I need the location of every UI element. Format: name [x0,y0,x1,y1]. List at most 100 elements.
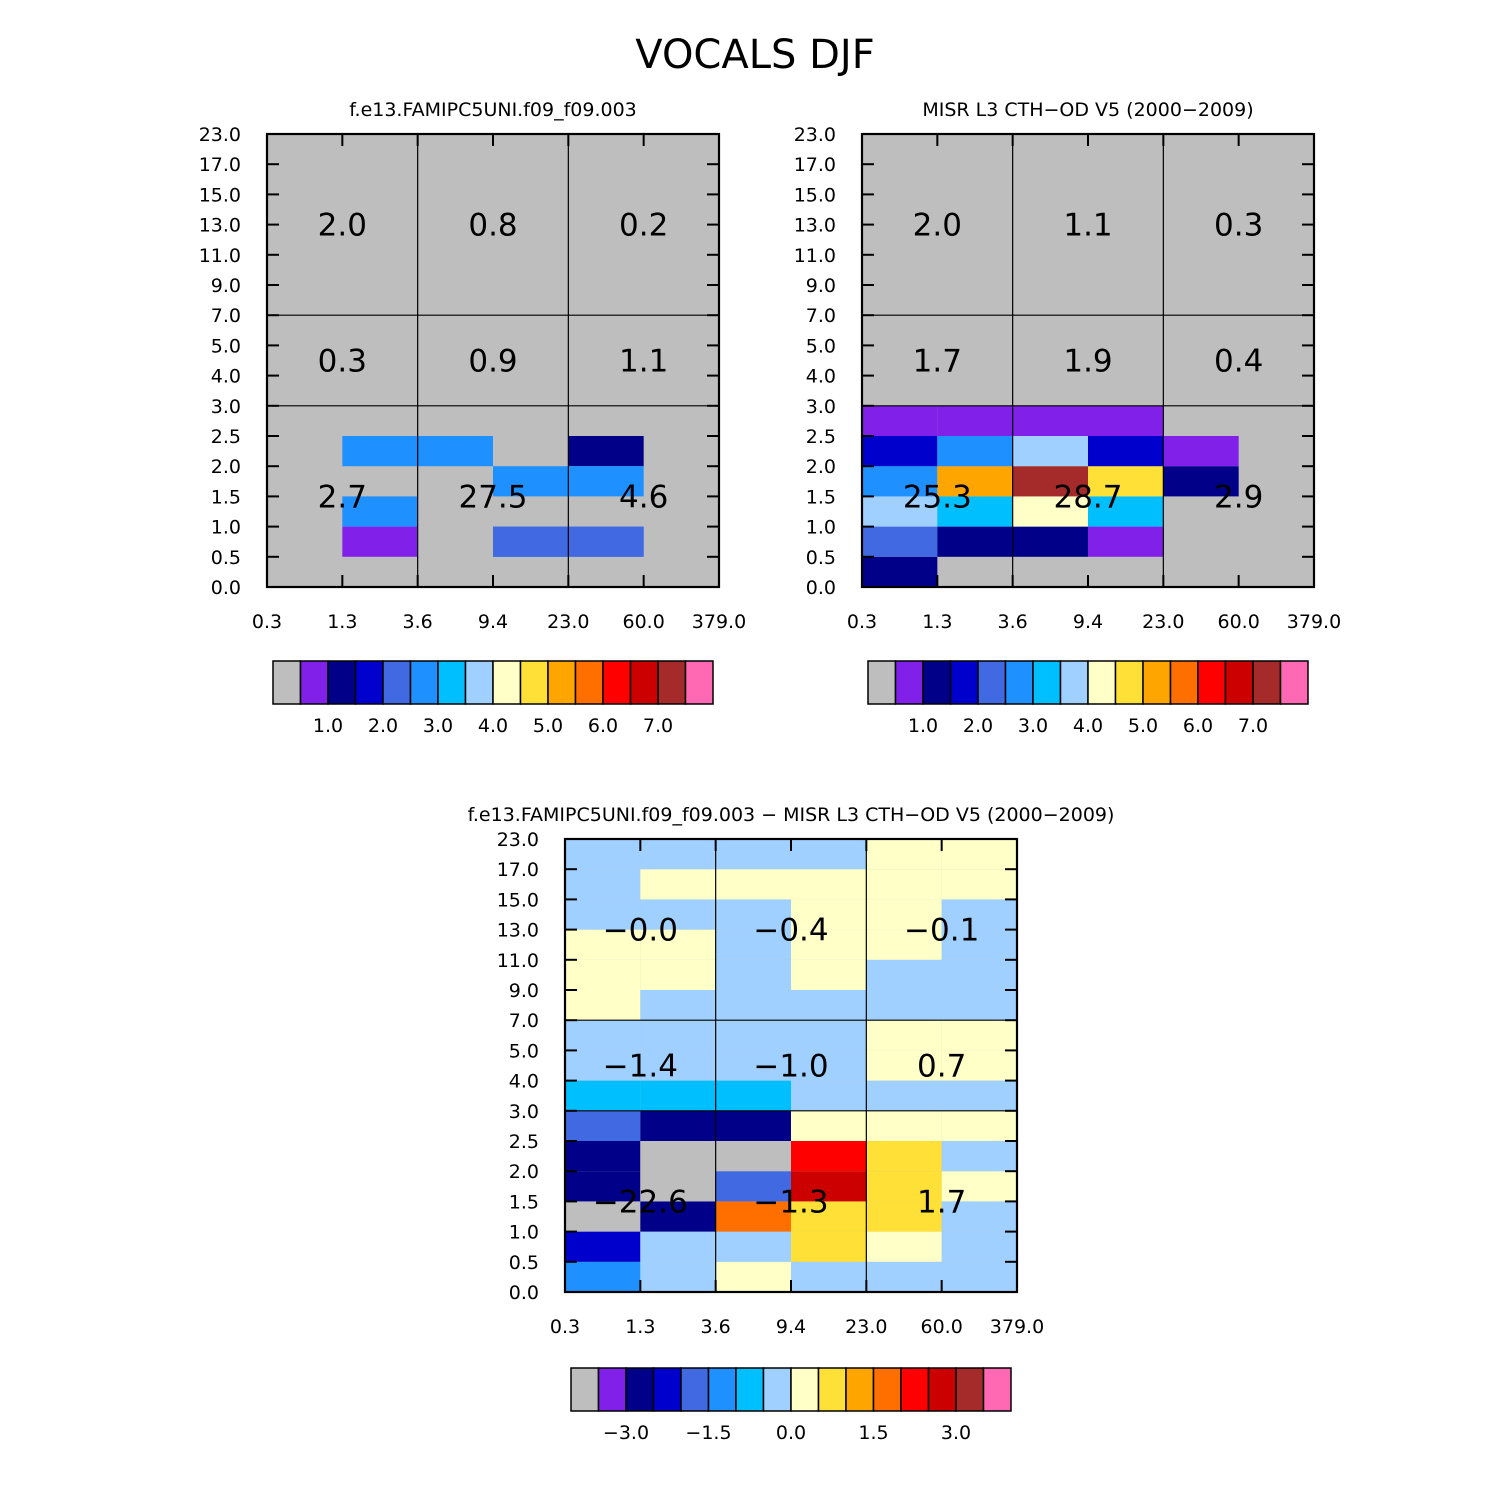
difference-cell [866,1110,942,1141]
colorbar-swatch [464,660,494,705]
region-value: 1.1 [1063,208,1112,244]
y-tick-label: 23.0 [497,829,539,851]
y-tick-label: 15.0 [794,184,836,206]
x-tick-label: 23.0 [547,611,589,633]
difference-cell [640,959,716,990]
difference-cell [941,839,1017,870]
region-value: 0.4 [1214,344,1263,380]
difference-cell [941,1261,1017,1292]
colorbar-swatch [927,1367,957,1412]
histogram-cell [937,436,1013,467]
difference-cell [941,1141,1017,1172]
difference-cell [941,1080,1017,1111]
x-tick-label: 379.0 [990,1316,1044,1338]
difference-cell [791,839,867,870]
histogram-cell [862,556,938,587]
colorbar-swatch [900,1367,930,1412]
colorbar-swatch [327,660,357,705]
difference-cell [565,1110,641,1141]
difference-cell [941,990,1017,1021]
x-tick-label: 0.3 [252,611,282,633]
difference-cell [715,929,791,960]
y-tick-label: 11.0 [199,245,241,267]
difference-cell [715,899,791,930]
y-tick-label: 17.0 [199,154,241,176]
y-tick-label: 2.0 [806,456,836,478]
x-tick-label: 9.4 [776,1316,806,1338]
difference-cell [715,1171,791,1202]
colorbar-swatch [762,1367,792,1412]
colorbar-label: 3.0 [941,1422,971,1444]
colorbar-swatch [977,660,1007,705]
histogram-cell [1088,405,1164,436]
difference-cell [941,1110,1017,1141]
colorbar-swatch [1114,660,1144,705]
colorbar-label: 3.0 [423,715,453,737]
difference-cell [565,1080,641,1111]
region-value: −0.4 [753,913,828,949]
region-value: 1.1 [619,344,668,380]
histogram-cell [937,466,1013,497]
x-tick-label: 60.0 [623,611,665,633]
histogram-cell [1088,526,1164,557]
difference-cell [640,990,716,1021]
y-tick-label: 0.0 [509,1282,539,1304]
difference-cell [791,929,867,960]
colorbar-swatch [519,660,549,705]
region-value: 0.3 [318,344,367,380]
difference-cell [791,1080,867,1111]
y-tick-label: 13.0 [794,215,836,237]
y-tick-label: 7.0 [806,305,836,327]
colorbar-label: 6.0 [588,715,618,737]
histogram-cell [862,436,938,467]
y-tick-label: 5.0 [211,335,241,357]
x-tick-label: 3.6 [403,611,433,633]
model-panel: 0.0 0.5 1.0 1.5 2.0 2.5 3.0 4.0 5.0 7.0 9.0 11.0 13.… [199,99,747,737]
region-value: 4.6 [619,479,668,515]
y-tick-label: 0.0 [806,577,836,599]
colorbar-swatch [817,1367,847,1412]
colorbar-swatch [574,660,604,705]
difference-cell [640,1080,716,1111]
colorbar-label: 5.0 [533,715,563,737]
colorbar-label: 2.0 [368,715,398,737]
difference-cell [941,959,1017,990]
colorbar-swatch [299,660,329,705]
x-tick-label: 379.0 [692,611,746,633]
difference-cell [866,869,942,900]
y-tick-label: 11.0 [497,950,539,972]
y-tick-label: 3.0 [509,1101,539,1123]
difference-cell [866,1020,942,1051]
colorbar-label: 1.5 [858,1422,888,1444]
region-value: 0.7 [917,1049,966,1085]
y-tick-label: 4.0 [509,1071,539,1093]
difference-cell [941,1020,1017,1051]
colorbar-swatch [625,1367,655,1412]
difference-cell [715,1261,791,1292]
difference-cell [640,899,716,930]
colorbar-label: 0.0 [776,1422,806,1444]
difference-cell [791,1171,867,1202]
y-tick-label: 1.5 [806,486,836,508]
x-tick-label: 23.0 [1142,611,1184,633]
panel-title: f.e13.FAMIPC5UNI.f09_f09.003 − MISR L3 C… [468,804,1115,826]
difference-cell [866,1201,942,1232]
colorbar-swatch [707,1367,737,1412]
difference-cell [640,839,716,870]
y-tick-label: 1.0 [509,1222,539,1244]
difference-cell [565,839,641,870]
x-tick-label: 3.6 [701,1316,731,1338]
y-tick-label: 11.0 [794,245,836,267]
region-value: 1.7 [913,344,962,380]
region-value: 0.9 [468,344,517,380]
region-value: −22.6 [593,1184,688,1220]
region-value: 2.9 [1214,479,1263,515]
difference-cell [866,1141,942,1172]
histogram-cell [1012,405,1088,436]
difference-cell [791,990,867,1021]
colorbar-swatch [1252,660,1282,705]
y-tick-label: 9.0 [806,275,836,297]
y-tick-label: 23.0 [794,124,836,146]
y-tick-label: 15.0 [497,889,539,911]
